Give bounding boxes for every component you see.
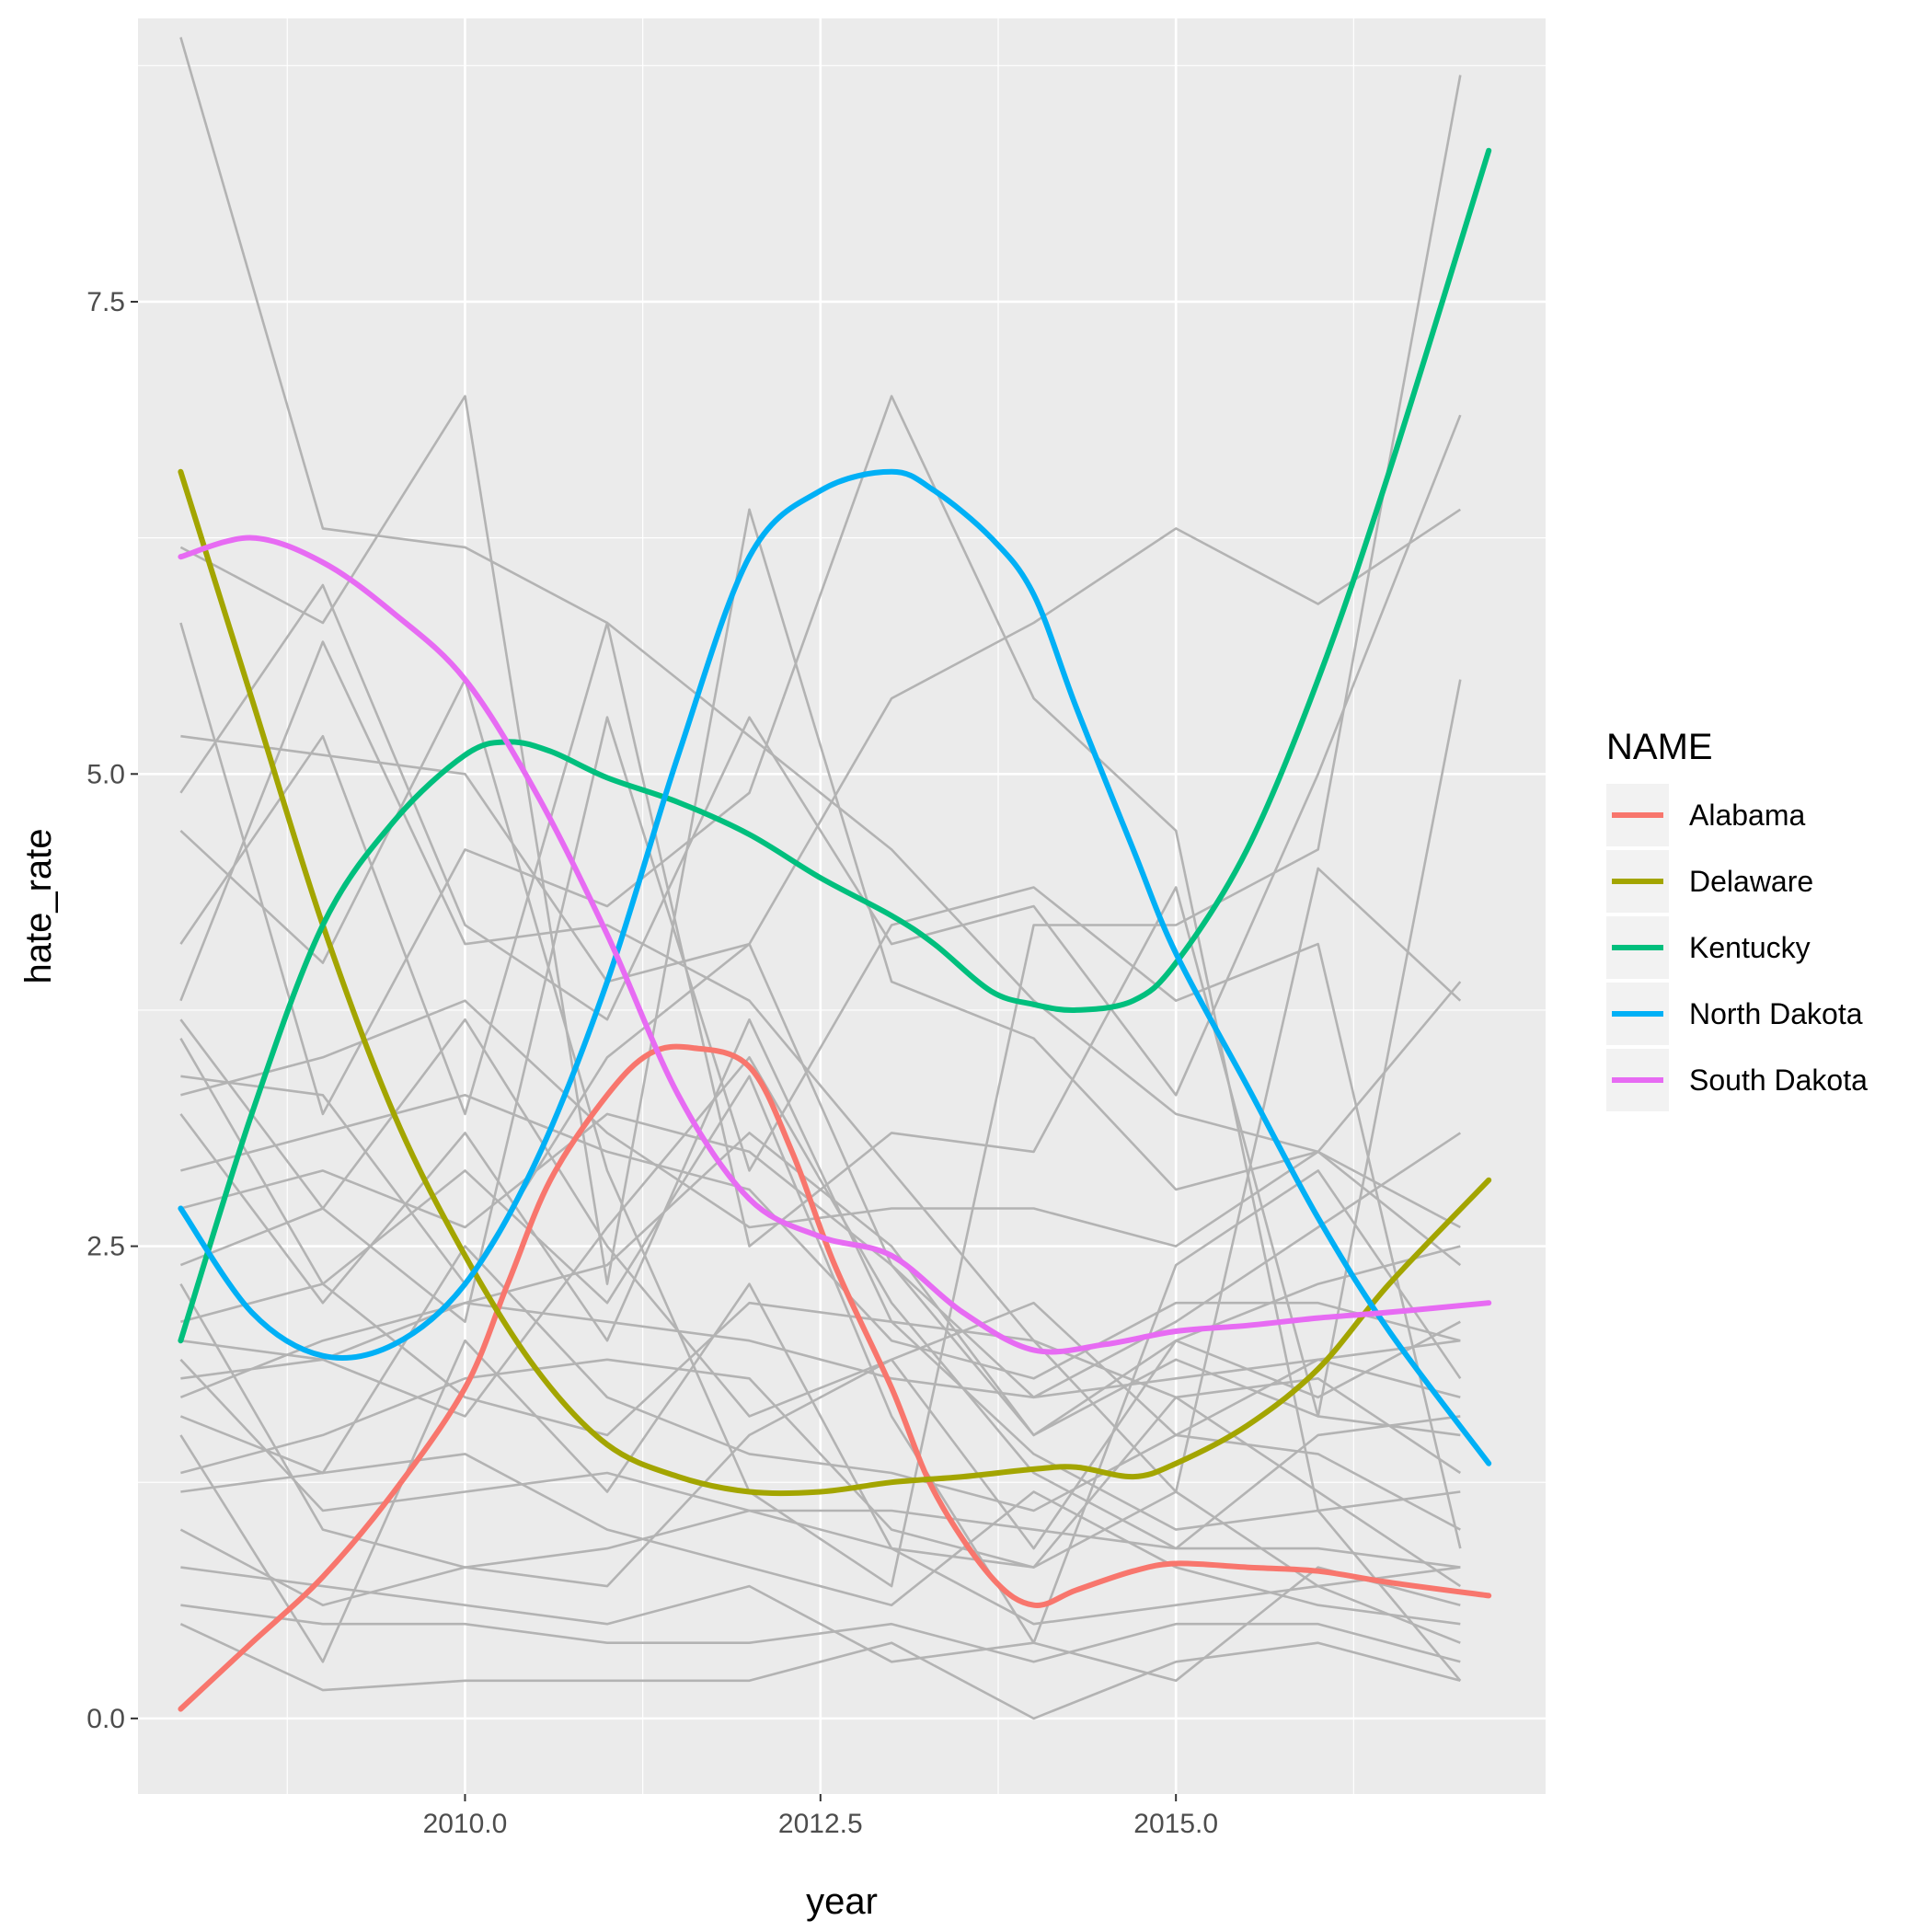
background-line xyxy=(180,1301,1461,1399)
legend-label-south-dakota: South Dakota xyxy=(1689,1064,1868,1097)
series-line-alabama xyxy=(178,1043,1492,1712)
background-line xyxy=(180,1358,1461,1588)
x-tick-label: 2010.0 xyxy=(423,1809,508,1839)
background-line xyxy=(179,1282,1461,1588)
background-line xyxy=(180,1075,1462,1644)
legend-label-north-dakota: North Dakota xyxy=(1689,997,1863,1030)
background-line xyxy=(180,942,1462,1399)
background-line xyxy=(179,414,1462,1097)
background-line xyxy=(179,1038,1461,1531)
series-line-kentucky xyxy=(178,147,1492,1344)
background-line xyxy=(179,1623,1461,1720)
legend-label-kentucky: Kentucky xyxy=(1689,931,1811,964)
x-axis: 2010.0 2012.5 2015.0 xyxy=(423,1794,1218,1839)
series-line-south-dakota xyxy=(178,535,1492,1355)
y-tick-label: 0.0 xyxy=(86,1704,125,1734)
series-line-north-dakota xyxy=(178,468,1492,1466)
plot-panel xyxy=(138,18,1546,1794)
background-line xyxy=(179,395,1462,1682)
y-tick-label: 7.5 xyxy=(86,287,125,317)
background-line xyxy=(179,1132,1461,1437)
highlighted-series-lines xyxy=(178,147,1492,1712)
background-line xyxy=(180,1112,1461,1437)
y-axis-title: hate_rate xyxy=(18,828,59,983)
background-line xyxy=(179,37,1461,1229)
background-line xyxy=(179,716,1462,1549)
background-line xyxy=(180,1056,1461,1550)
background-line xyxy=(180,1604,1461,1663)
background-state-lines xyxy=(179,37,1462,1720)
legend-label-alabama: Alabama xyxy=(1689,799,1806,832)
background-line xyxy=(179,1509,1461,1644)
y-tick-label: 2.5 xyxy=(86,1232,125,1262)
x-tick-label: 2015.0 xyxy=(1133,1809,1218,1839)
background-line xyxy=(179,640,1462,1493)
background-line xyxy=(180,508,1462,983)
legend-title: NAME xyxy=(1606,727,1713,767)
legend-label-delaware: Delaware xyxy=(1689,865,1813,898)
y-axis: 0.0 2.5 5.0 7.5 xyxy=(86,287,138,1734)
x-axis-title: year xyxy=(806,1881,878,1922)
y-tick-label: 5.0 xyxy=(86,759,125,789)
grid-major xyxy=(138,18,1546,1794)
legend: NAME Alabama Delaware Kentucky North Dakota… xyxy=(1606,727,1868,1111)
series-line-delaware xyxy=(178,468,1492,1497)
background-line xyxy=(179,1358,1461,1569)
x-tick-label: 2012.5 xyxy=(778,1809,863,1839)
background-line xyxy=(180,1453,1461,1626)
background-line xyxy=(180,981,1462,1248)
